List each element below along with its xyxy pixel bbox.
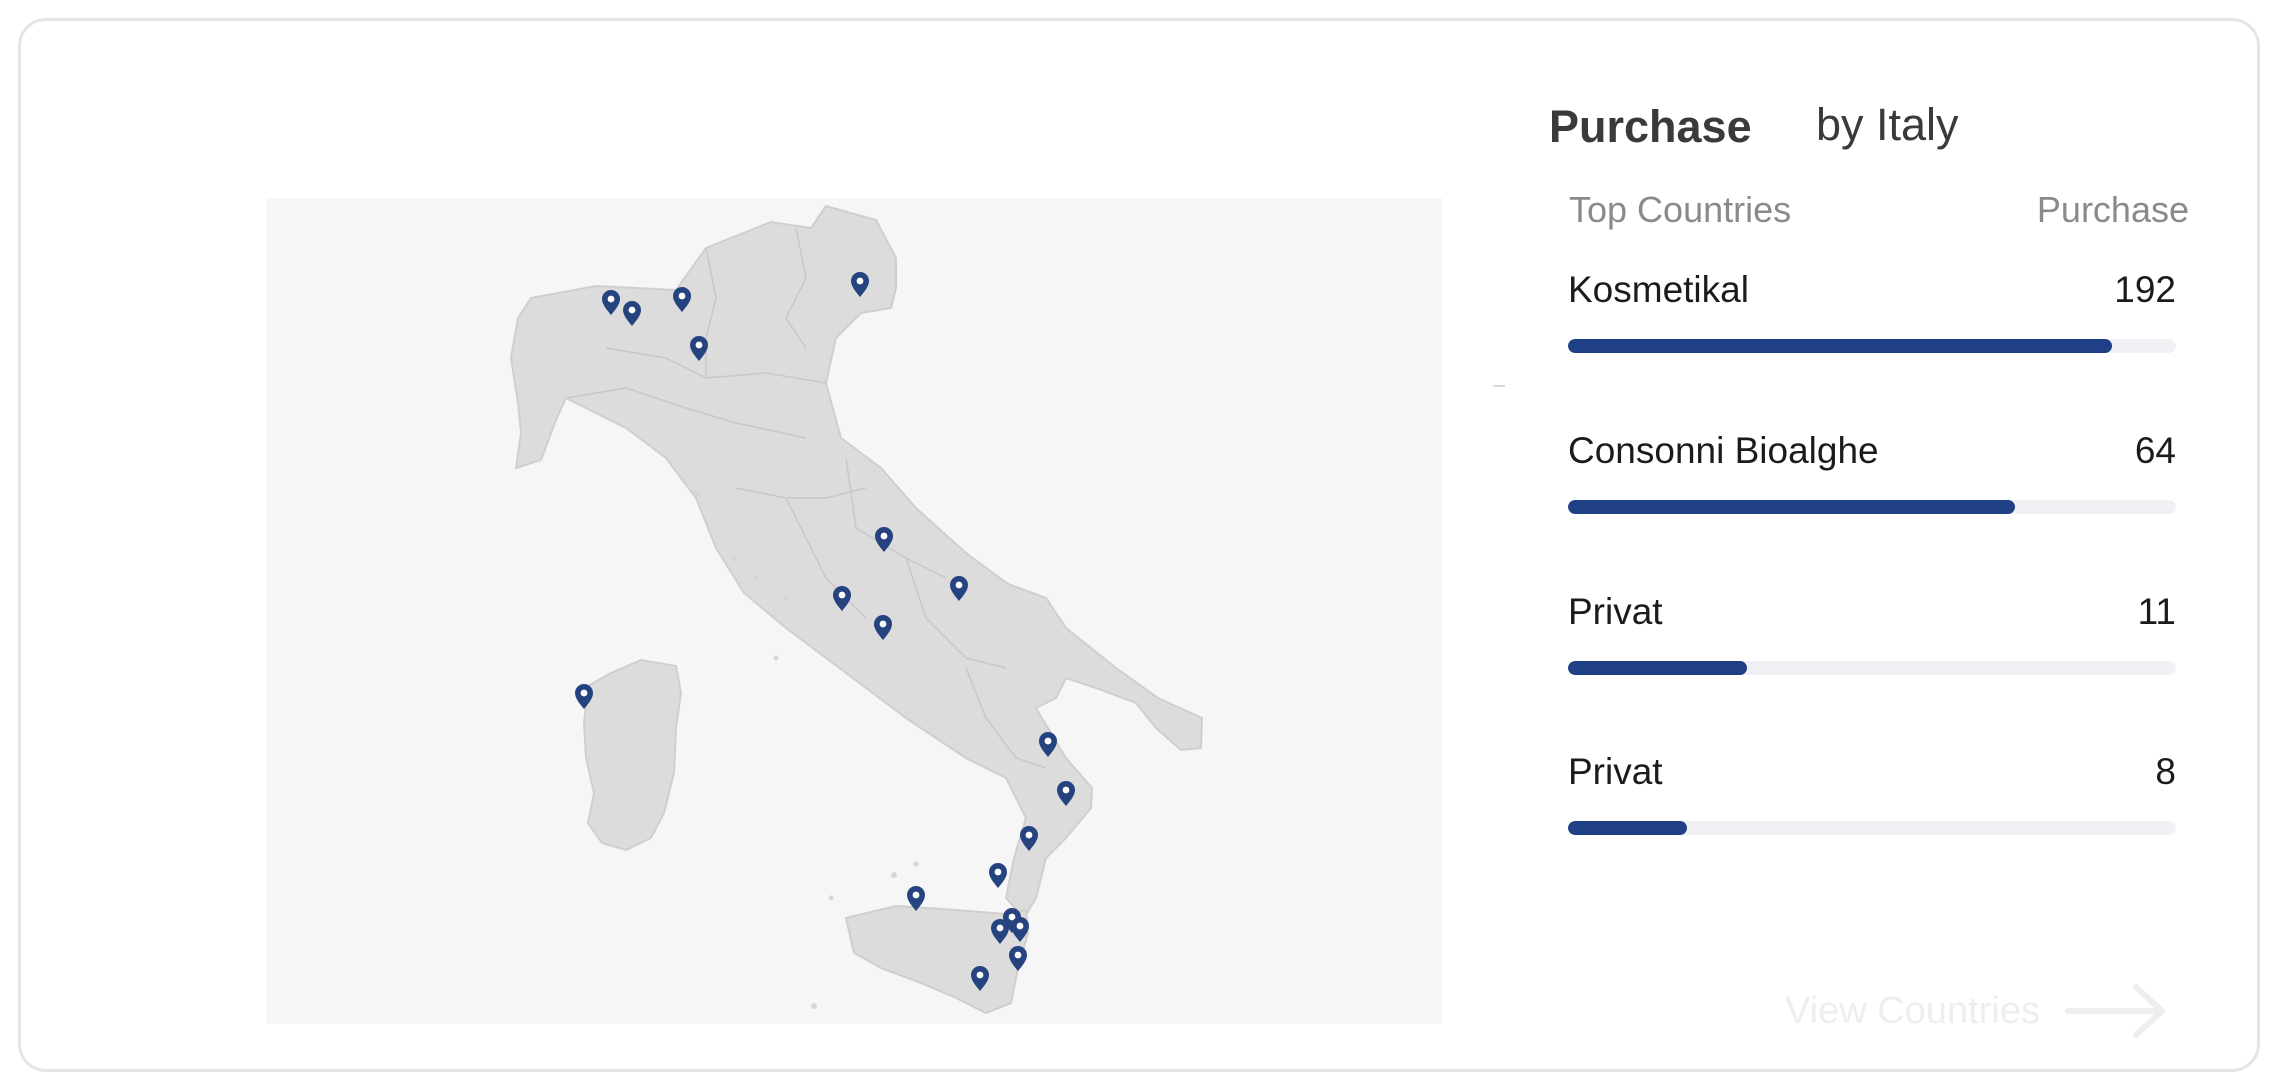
row-label: Privat: [1568, 591, 1663, 632]
map-pin-icon[interactable]: [991, 919, 1009, 944]
map-pin-icon[interactable]: [989, 863, 1007, 888]
row-label: Kosmetikal: [1568, 269, 1749, 310]
map-pins: [575, 272, 1075, 991]
map-pin-icon[interactable]: [575, 684, 593, 709]
map-pin-icon[interactable]: [623, 301, 641, 326]
progress-track: [1568, 500, 2176, 514]
map-pin-icon[interactable]: [1011, 917, 1029, 942]
column-header-purchase: Purchase: [2036, 189, 2189, 230]
row-value: 8: [2155, 751, 2176, 792]
map-pin-icon[interactable]: [950, 576, 968, 601]
row-label: Consonni Bioalghe: [1568, 430, 1879, 471]
divider-mark: [1493, 385, 1505, 387]
row-value: 11: [2137, 591, 2176, 632]
row-value: 64: [2134, 430, 2176, 471]
region-borders: [565, 227, 1047, 769]
map-pin-icon[interactable]: [1020, 826, 1038, 851]
progress-fill: [1568, 821, 1687, 835]
list-item: Privat 8: [1568, 751, 2176, 851]
map-pin-icon[interactable]: [1057, 781, 1075, 806]
map-pin-icon[interactable]: [874, 615, 892, 640]
map-pin-icon[interactable]: [673, 287, 691, 312]
list-item: Privat 11: [1568, 591, 2176, 691]
small-islands: [693, 491, 919, 1009]
row-label: Privat: [1568, 751, 1663, 792]
column-header-countries: Top Countries: [1569, 189, 1792, 230]
map-pin-icon[interactable]: [907, 886, 925, 911]
list-item: Consonni Bioalghe 64: [1568, 430, 2176, 530]
map-pin-icon[interactable]: [971, 966, 989, 991]
purchase-by-country-card: Purchase by Italy Top Countries Purchase…: [18, 18, 2260, 1072]
list-item: Kosmetikal 192: [1568, 269, 2176, 369]
card-title: Purchase: [1549, 101, 1752, 152]
progress-track: [1568, 821, 2176, 835]
view-countries-link[interactable]: View Countries: [1785, 981, 2170, 1041]
progress-fill: [1568, 661, 1748, 675]
card-subtitle: by Italy: [1816, 99, 1959, 150]
arrow-right-icon: [2064, 984, 2165, 1038]
italy-map: [266, 198, 1442, 1024]
map-pin-icon[interactable]: [875, 527, 893, 552]
map-pin-icon[interactable]: [851, 272, 869, 297]
map-pin-icon[interactable]: [690, 336, 708, 361]
map-pin-icon[interactable]: [602, 290, 620, 315]
map-pin-icon[interactable]: [1039, 732, 1057, 757]
map-pin-icon[interactable]: [1009, 946, 1027, 971]
map-pin-icon[interactable]: [833, 586, 851, 611]
progress-track: [1568, 339, 2176, 353]
italy-map-svg: [509, 204, 1204, 1015]
row-value: 192: [2114, 269, 2176, 310]
progress-track: [1568, 661, 2176, 675]
progress-fill: [1568, 500, 2015, 514]
view-countries-label: View Countries: [1785, 989, 2040, 1032]
progress-fill: [1568, 339, 2113, 353]
sardinia: [582, 658, 683, 852]
